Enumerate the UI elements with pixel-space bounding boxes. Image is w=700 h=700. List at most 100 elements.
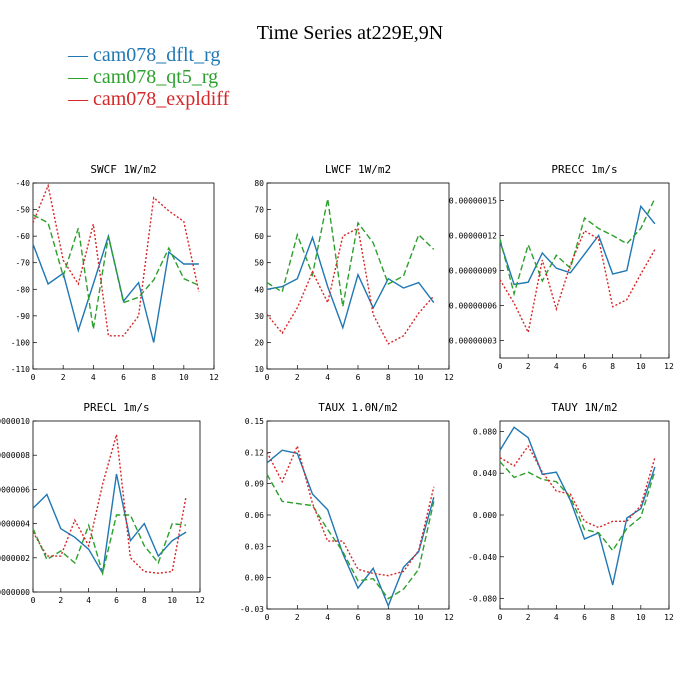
legend-label-qt5: cam078_qt5_rg (93, 66, 219, 88)
series-line-dflt (32, 473, 187, 576)
x-tick-label: 8 (610, 362, 615, 371)
x-tick-label: 8 (142, 596, 147, 605)
legend-label-dflt: cam078_dflt_rg (93, 44, 221, 66)
y-tick-label: 0.00000009 (449, 267, 497, 276)
x-tick-label: 2 (295, 373, 300, 382)
y-tick-label: -100 (11, 338, 30, 347)
y-tick-label: 0.00000012 (449, 232, 497, 241)
x-tick-label: 0 (498, 613, 503, 622)
x-tick-label: 12 (209, 373, 219, 382)
series-line-qt5 (499, 461, 656, 552)
y-tick-label: -0.03 (240, 605, 264, 614)
y-tick-label: 0.00000006 (449, 302, 497, 311)
x-tick-label: 4 (86, 596, 91, 605)
x-tick-label: 0 (265, 373, 270, 382)
chart-title: SWCF 1W/m2 (90, 163, 156, 176)
x-tick-label: 2 (526, 613, 531, 622)
x-tick-label: 8 (386, 613, 391, 622)
y-tick-label: -0.040 (468, 553, 497, 562)
chart-title: TAUY 1N/m2 (551, 401, 617, 414)
y-tick-label: 0.00 (245, 574, 264, 583)
y-tick-label: 00000010 (0, 417, 30, 426)
x-tick-label: 2 (295, 613, 300, 622)
x-tick-label: 10 (414, 373, 424, 382)
y-tick-label: 0.080 (473, 427, 497, 436)
x-tick-label: 6 (114, 596, 119, 605)
x-tick-label: 0 (498, 362, 503, 371)
legend-label-expl: cam078_expldiff (93, 88, 230, 110)
chart-panel-5: TAUY 1N/m2 0 2 4 6 8 10 12 -0.080 -0.040 0.000 0.04… (468, 401, 674, 622)
x-tick-label: 12 (195, 596, 205, 605)
x-tick-label: 2 (58, 596, 63, 605)
series-line-qt5 (32, 514, 187, 576)
y-tick-label: -80 (16, 285, 31, 294)
plot-frame (32, 420, 201, 593)
y-tick-label: 0.06 (245, 511, 264, 520)
y-tick-label: 00000008 (0, 451, 30, 460)
y-tick-label: 0.15 (245, 417, 264, 426)
series-line-expl (32, 183, 200, 337)
y-tick-label: 0.00000003 (449, 337, 497, 346)
series-line-expl (32, 434, 187, 574)
series-line-qt5 (266, 198, 435, 307)
legend-dash-expl: — (68, 88, 93, 110)
legend-entry-qt5: — cam078_qt5_rg (68, 66, 229, 88)
chart-panel-1: LWCF 1W/m2 0 2 4 6 8 10 12 10 20 30 40 50 60 70 80 (254, 163, 454, 382)
chart-title: PRECL 1m/s (83, 401, 149, 414)
chart-title: TAUX 1.0N/m2 (318, 401, 397, 414)
legend-dash-dflt: — (68, 44, 93, 66)
x-tick-label: 2 (61, 373, 66, 382)
y-tick-label: 0.12 (245, 448, 264, 457)
y-tick-label: 0.000 (473, 511, 497, 520)
x-tick-label: 6 (582, 613, 587, 622)
x-tick-label: 0 (265, 613, 270, 622)
series-line-qt5 (266, 473, 435, 600)
series-line-dflt (266, 235, 435, 331)
x-tick-label: 12 (444, 613, 454, 622)
x-tick-label: 10 (636, 362, 646, 371)
x-tick-label: 0 (31, 373, 36, 382)
x-tick-label: 10 (414, 613, 424, 622)
x-tick-label: 4 (554, 613, 559, 622)
x-tick-label: 8 (151, 373, 156, 382)
y-tick-label: 10 (254, 365, 264, 374)
y-tick-label: 0.09 (245, 480, 264, 489)
y-tick-label: 40 (254, 285, 264, 294)
series-line-dflt (499, 426, 656, 586)
x-tick-label: 0 (31, 596, 36, 605)
x-tick-label: 8 (386, 373, 391, 382)
x-tick-label: 10 (636, 613, 646, 622)
x-tick-label: 10 (167, 596, 177, 605)
x-tick-label: 12 (444, 373, 454, 382)
x-tick-label: 4 (554, 362, 559, 371)
x-tick-label: 12 (664, 362, 674, 371)
x-tick-label: 6 (121, 373, 126, 382)
y-tick-label: -50 (16, 206, 31, 215)
series-line-qt5 (32, 214, 200, 330)
chart-title: LWCF 1W/m2 (325, 163, 391, 176)
series-line-dflt (32, 233, 199, 343)
legend-entry-dflt: — cam078_dflt_rg (68, 44, 229, 66)
x-tick-label: 2 (526, 362, 531, 371)
y-tick-label: 20 (254, 338, 264, 347)
series-line-expl (266, 443, 435, 577)
x-tick-label: 10 (179, 373, 189, 382)
y-tick-label: 0.03 (245, 542, 264, 551)
y-tick-label: -90 (16, 312, 31, 321)
legend-dash-qt5: — (68, 66, 93, 88)
x-tick-label: 6 (356, 613, 361, 622)
y-tick-label: 00000006 (0, 485, 30, 494)
series-line-qt5 (499, 197, 656, 297)
series-line-expl (499, 229, 656, 335)
figure-title: Time Series at229E,9N (256, 22, 444, 44)
y-tick-label: 00000004 (0, 520, 30, 529)
x-tick-label: 4 (325, 613, 330, 622)
y-tick-label: 70 (254, 206, 264, 215)
series-line-dflt (499, 204, 656, 286)
y-tick-label: 60 (254, 232, 264, 241)
x-tick-label: 4 (325, 373, 330, 382)
